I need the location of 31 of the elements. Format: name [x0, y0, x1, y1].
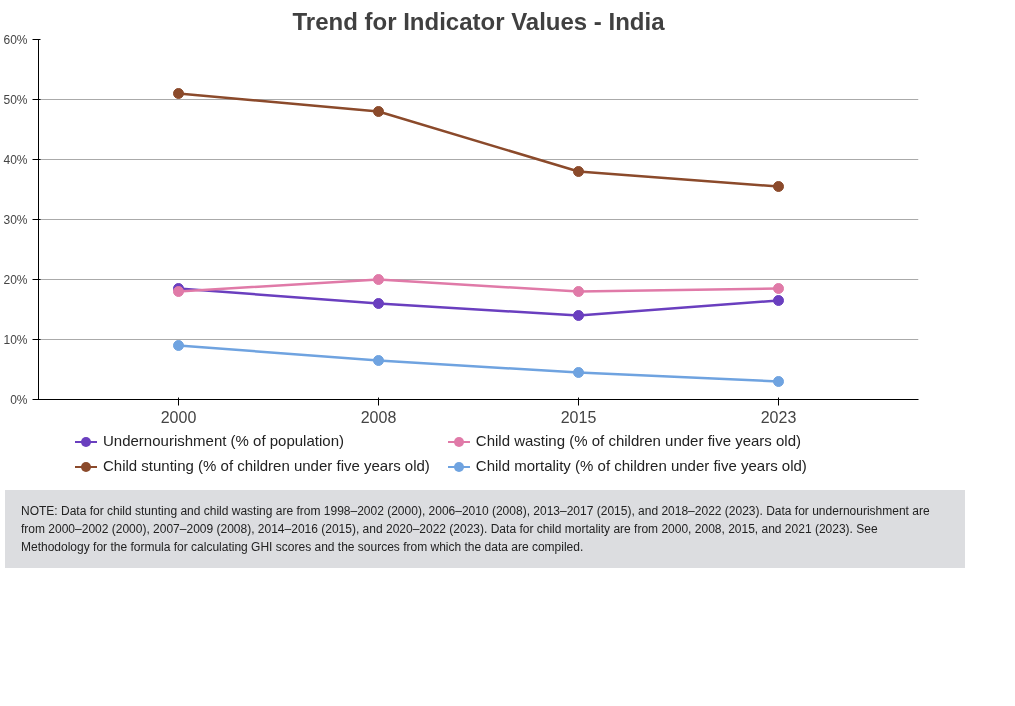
point	[173, 340, 184, 351]
legend-label: Undernourishment (% of population)	[102, 431, 345, 451]
y-tick-label: 0%	[10, 392, 28, 407]
point	[373, 274, 384, 285]
x-tick-label: 2015	[560, 408, 597, 426]
point	[373, 298, 384, 309]
chart-title: Trend for Indicator Values - India	[292, 7, 666, 35]
x-tick-label: 2008	[360, 408, 397, 426]
point	[773, 181, 784, 192]
y-tick-label: 30%	[3, 212, 28, 227]
x-tick-label: 2023	[760, 408, 797, 426]
legend-label: Child stunting (% of children under five years old)	[102, 456, 430, 477]
point	[573, 310, 584, 321]
point	[573, 367, 584, 378]
point	[373, 106, 384, 117]
point	[573, 166, 584, 177]
x-tick-label: 2000	[160, 408, 197, 426]
y-tick-label: 50%	[3, 92, 28, 107]
point	[773, 295, 784, 306]
y-tick-label: 20%	[3, 272, 28, 287]
y-tick-label: 10%	[3, 332, 28, 347]
y-tick-label: 40%	[3, 152, 28, 167]
legend-label: Child wasting (% of children under five years old)	[474, 431, 802, 451]
point	[173, 88, 184, 99]
text: NOTE: Data for child stunting and child wasting are from 1998–2002 (2000), 2006–2010 (2008), 2013–2017 (2015), and 2018–2022 (2023). Data for undernourishment are from 2000–2002 (2000), 2007–2009 (2008), 2014–2016 (2015), and 2020–2022 (2023). Data for child mortality are from 2000, 2008, 2015, and 2021 (2023). See Methodology for the formula for calculating GHI scores and the sources from which the data are compiled.	[5, 490, 965, 568]
point	[573, 286, 584, 297]
point	[373, 355, 384, 366]
y-tick-label: 60%	[3, 32, 28, 47]
legend-label: Child mortality (% of children under five years old)	[474, 456, 807, 477]
point	[773, 283, 784, 294]
point	[773, 376, 784, 387]
